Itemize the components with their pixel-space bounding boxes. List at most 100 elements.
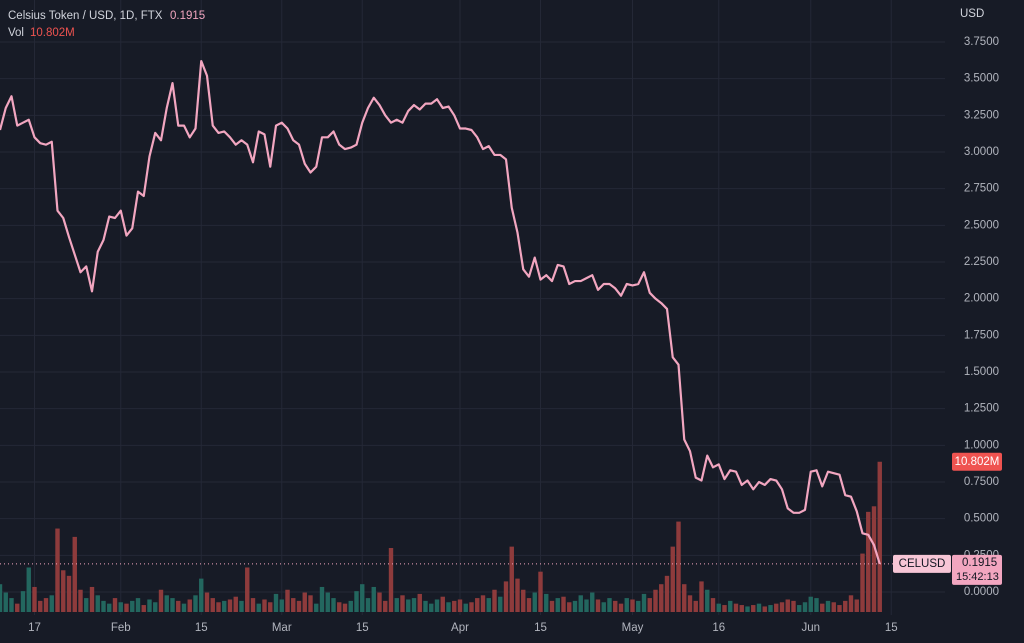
volume-bar bbox=[791, 600, 796, 612]
y-tick-label: 2.2500 bbox=[964, 256, 999, 268]
volume-bar bbox=[222, 600, 227, 612]
volume-bar bbox=[521, 589, 526, 612]
volume-bar bbox=[377, 592, 382, 612]
price-tag-text: 0.1915 bbox=[962, 557, 997, 569]
volume-bar bbox=[728, 600, 733, 612]
volume-bar bbox=[613, 600, 618, 612]
volume-bar bbox=[342, 603, 348, 612]
volume-bar bbox=[153, 602, 158, 612]
volume-bar bbox=[871, 506, 877, 612]
volume-bar bbox=[486, 598, 491, 612]
volume-bar bbox=[245, 567, 250, 612]
volume-bar bbox=[170, 598, 175, 612]
volume-bar bbox=[532, 592, 537, 612]
volume-bar bbox=[239, 600, 244, 612]
volume-bar bbox=[457, 599, 463, 612]
volume-bar bbox=[233, 596, 238, 612]
volume-bar bbox=[590, 592, 595, 612]
volume-bar bbox=[371, 586, 376, 612]
volume-bar bbox=[250, 598, 256, 612]
volume-bar bbox=[463, 603, 468, 612]
volume-bar bbox=[779, 602, 785, 612]
volume-bar bbox=[55, 528, 60, 612]
volume-bar bbox=[601, 602, 606, 612]
x-tick-label: 17 bbox=[28, 622, 41, 634]
volume-tag-text: 10.802M bbox=[955, 456, 1000, 468]
volume-bar bbox=[337, 602, 342, 612]
symbol-tag-text: CELUSD bbox=[899, 558, 946, 570]
x-tick-label: May bbox=[622, 622, 644, 634]
volume-bar bbox=[325, 592, 330, 612]
volume-bar bbox=[641, 593, 647, 612]
volume-bar bbox=[279, 599, 284, 612]
x-tick-label: 15 bbox=[885, 622, 898, 634]
volume-bar bbox=[429, 603, 434, 612]
volume-bar bbox=[84, 598, 89, 612]
volume-bar bbox=[302, 592, 307, 612]
volume-bar bbox=[394, 598, 399, 612]
volume-bar bbox=[561, 596, 566, 612]
volume-bar bbox=[141, 605, 146, 612]
volume-bar bbox=[291, 598, 296, 612]
volume-bar bbox=[296, 600, 302, 612]
volume-bar bbox=[526, 598, 532, 612]
y-tick-label: 1.7500 bbox=[964, 329, 999, 341]
volume-bar bbox=[314, 603, 319, 612]
volume-bar bbox=[854, 599, 859, 612]
volume-bar bbox=[745, 606, 750, 612]
volume-bar bbox=[135, 598, 141, 612]
volume-bar bbox=[549, 600, 555, 612]
volume-bar bbox=[492, 589, 497, 612]
volume-bar bbox=[739, 605, 744, 612]
y-tick-label: 2.0000 bbox=[964, 293, 999, 305]
volume-bar bbox=[360, 584, 365, 612]
volume-bar bbox=[204, 592, 210, 612]
volume-bar bbox=[670, 546, 675, 612]
volume-bar bbox=[509, 546, 514, 612]
volume-bar bbox=[843, 600, 848, 612]
volume-bar bbox=[630, 599, 635, 612]
volume-bar bbox=[699, 581, 704, 612]
volume-bar bbox=[193, 595, 198, 612]
chart-title: Celsius Token / USD, 1D, FTX bbox=[8, 10, 163, 22]
x-tick-label: Feb bbox=[111, 622, 131, 634]
volume-bar bbox=[820, 603, 825, 612]
volume-bar bbox=[32, 586, 37, 612]
volume-bar bbox=[78, 589, 83, 612]
volume-bar bbox=[503, 581, 509, 612]
x-tick-label: Jun bbox=[801, 622, 820, 634]
volume-bar bbox=[687, 595, 693, 612]
volume-bar bbox=[423, 600, 428, 612]
volume-bar bbox=[710, 598, 716, 612]
volume-bar bbox=[0, 584, 3, 612]
volume-bar bbox=[130, 600, 135, 612]
volume-bar bbox=[20, 591, 26, 612]
volume-bar bbox=[814, 598, 819, 612]
y-tick-label: 1.0000 bbox=[964, 439, 999, 451]
x-tick-label: Mar bbox=[272, 622, 292, 634]
volume-bar bbox=[354, 591, 359, 612]
volume-bar bbox=[676, 521, 681, 612]
volume-bar bbox=[411, 598, 417, 612]
volume-bar bbox=[107, 603, 112, 612]
volume-bar bbox=[285, 589, 290, 612]
volume-bar bbox=[555, 598, 560, 612]
volume-bar bbox=[256, 603, 261, 612]
volume-bar bbox=[802, 602, 808, 612]
volume-bar bbox=[9, 598, 14, 612]
y-tick-label: 2.5000 bbox=[964, 219, 999, 231]
volume-title: Vol bbox=[8, 27, 24, 39]
volume-bar bbox=[544, 593, 549, 612]
volume-bar bbox=[101, 600, 106, 612]
volume-bar bbox=[38, 600, 43, 612]
volume-bar bbox=[682, 584, 687, 612]
volume-bar bbox=[89, 586, 95, 612]
volume-bar bbox=[446, 602, 451, 612]
volume-bar bbox=[95, 595, 100, 612]
y-tick-label: 0.5000 bbox=[964, 513, 999, 525]
y-tick-label: 3.0000 bbox=[964, 146, 999, 158]
volume-bar bbox=[705, 589, 710, 612]
y-tick-label: 3.5000 bbox=[964, 73, 999, 85]
volume-bar bbox=[112, 598, 118, 612]
